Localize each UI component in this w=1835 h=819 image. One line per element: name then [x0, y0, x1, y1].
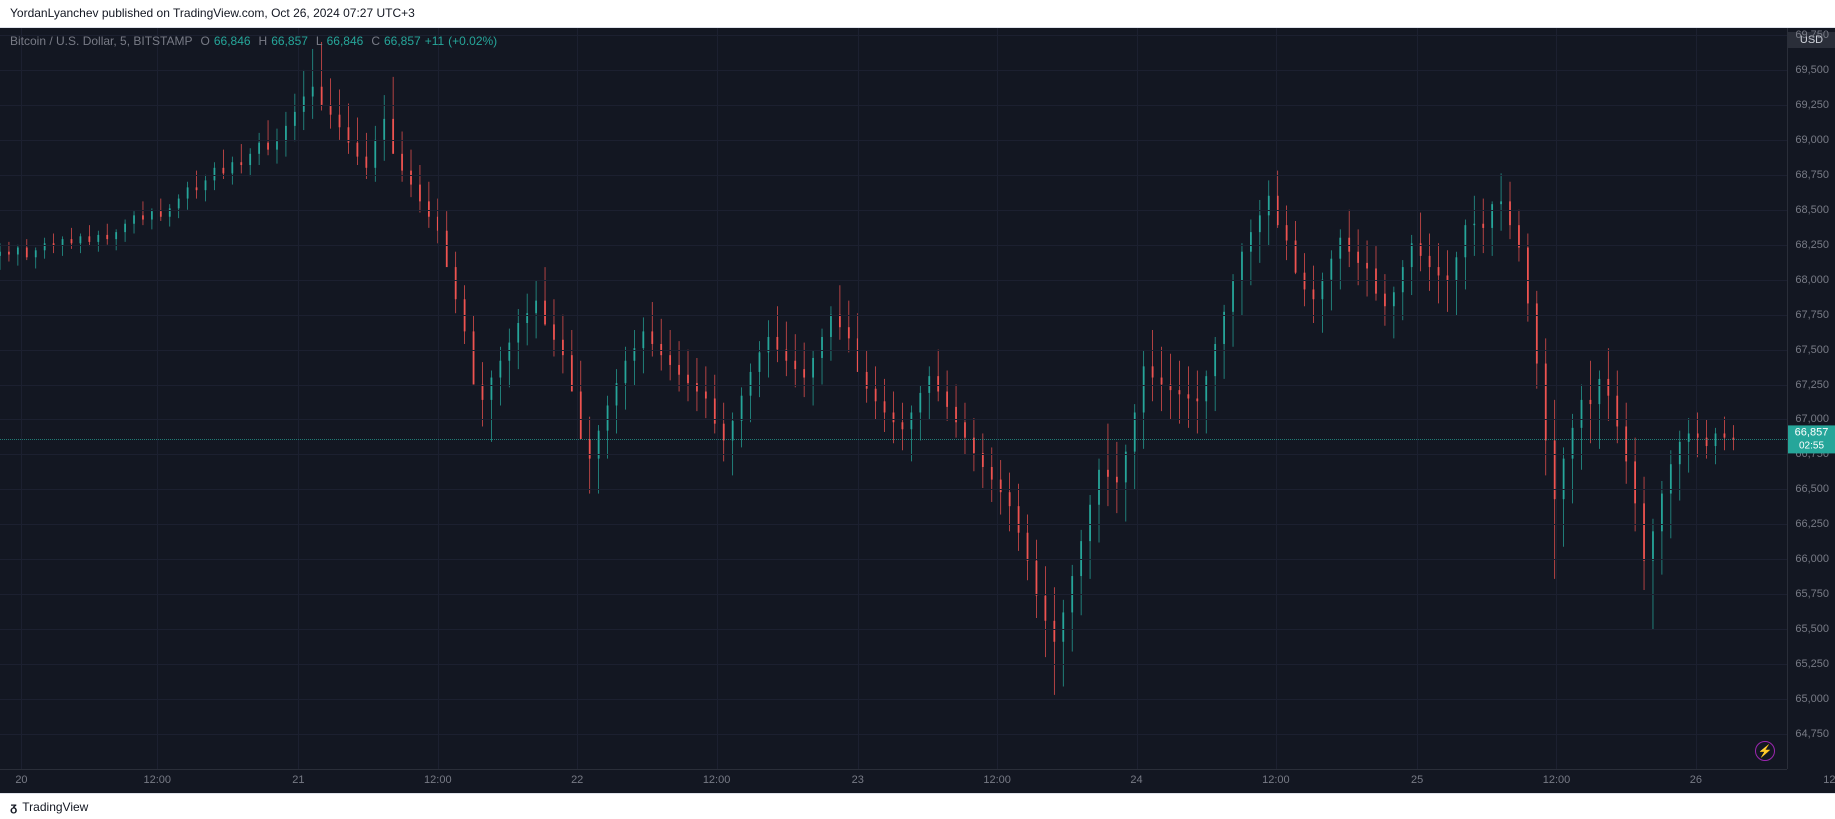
grid-line [577, 28, 578, 769]
time-axis[interactable]: 20 12:00 21 12:00 22 12:00 23 12:00 24 12:00 25 12:… [0, 769, 1787, 793]
x-tick-label: 21 [292, 774, 304, 786]
y-tick-label: 67,000 [1795, 413, 1829, 425]
grid-line [997, 28, 998, 769]
y-tick-label: 64,750 [1795, 728, 1829, 740]
grid-line [0, 664, 1787, 665]
grid-line [0, 734, 1787, 735]
y-tick-label: 65,250 [1795, 658, 1829, 670]
x-tick-label: 24 [1130, 774, 1142, 786]
grid-line [0, 350, 1787, 351]
y-tick-label: 66,000 [1795, 553, 1829, 565]
grid-line [1417, 28, 1418, 769]
y-tick-label: 66,250 [1795, 518, 1829, 530]
last-price-line [0, 439, 1787, 440]
footer: ᵹ TradingView [0, 793, 1835, 819]
grid-line [0, 140, 1787, 141]
grid-line [0, 524, 1787, 525]
publish-info: YordanLyanchev published on TradingView.… [0, 0, 1835, 28]
y-tick-label: 68,000 [1795, 274, 1829, 286]
x-tick-label: 25 [1411, 774, 1423, 786]
ohlc-l-label: L [316, 34, 323, 48]
x-tick-label: 12:00 [983, 774, 1011, 786]
grid-line [0, 105, 1787, 106]
y-tick-label: 67,250 [1795, 379, 1829, 391]
grid-line [0, 419, 1787, 420]
grid-line [0, 315, 1787, 316]
y-tick-label: 68,500 [1795, 204, 1829, 216]
grid-line [438, 28, 439, 769]
grid-line [0, 454, 1787, 455]
y-tick-label: 67,750 [1795, 309, 1829, 321]
x-tick-label: 22 [571, 774, 583, 786]
publish-text: YordanLyanchev published on TradingView.… [10, 6, 415, 20]
last-price-tag: 66,85702:55 [1788, 426, 1835, 453]
y-tick-label: 65,750 [1795, 588, 1829, 600]
grid-line [1696, 28, 1697, 769]
y-tick-label: 68,750 [1795, 169, 1829, 181]
x-tick-label: 23 [852, 774, 864, 786]
x-tick-label: 12:00 [424, 774, 452, 786]
y-tick-label: 69,750 [1795, 29, 1829, 41]
grid-line [0, 594, 1787, 595]
tradingview-logo-icon: ᵹ [10, 800, 16, 814]
ohlc-o: 66,846 [214, 34, 251, 48]
grid-line [717, 28, 718, 769]
x-tick-label: 12:00 [1543, 774, 1571, 786]
price-axis[interactable]: USD 69,75069,50069,25069,00068,75068,500… [1787, 28, 1835, 769]
grid-line [1137, 28, 1138, 769]
y-tick-label: 69,500 [1795, 64, 1829, 76]
grid-line [21, 28, 22, 769]
chart-container: Bitcoin / U.S. Dollar, 5, BITSTAMP O 66,8… [0, 28, 1835, 793]
ohlc-c: 66,857 [384, 34, 421, 48]
x-tick-label: 26 [1690, 774, 1702, 786]
grid-line [0, 489, 1787, 490]
grid-line [0, 210, 1787, 211]
brand-label: TradingView [22, 800, 88, 814]
grid-line [157, 28, 158, 769]
chart-plot[interactable]: ⚡ [0, 28, 1787, 769]
ohlc-o-label: O [201, 34, 210, 48]
grid-line [1556, 28, 1557, 769]
ohlc-h-label: H [259, 34, 268, 48]
grid-line [0, 280, 1787, 281]
x-tick-label: 12:00 [703, 774, 731, 786]
y-tick-label: 65,500 [1795, 623, 1829, 635]
grid-line [0, 245, 1787, 246]
y-tick-label: 66,500 [1795, 483, 1829, 495]
ohlc-l: 66,846 [327, 34, 364, 48]
symbol-name[interactable]: Bitcoin / U.S. Dollar, 5, BITSTAMP [10, 34, 193, 48]
grid-line [0, 699, 1787, 700]
grid-line [858, 28, 859, 769]
ohlc-change: +11 [425, 34, 444, 48]
x-tick-label: 20 [15, 774, 27, 786]
chart-body: ⚡ USD 69,75069,50069,25069,00068,75068,5… [0, 28, 1835, 769]
grid-line [298, 28, 299, 769]
x-tick-label: 12:00 [1262, 774, 1290, 786]
chart-legend: Bitcoin / U.S. Dollar, 5, BITSTAMP O 66,8… [10, 34, 497, 48]
y-tick-label: 68,250 [1795, 239, 1829, 251]
y-tick-label: 69,250 [1795, 99, 1829, 111]
y-tick-label: 69,000 [1795, 134, 1829, 146]
y-tick-label: 67,500 [1795, 344, 1829, 356]
grid-line [0, 559, 1787, 560]
grid-line [0, 385, 1787, 386]
x-tick-label: 12:00 [143, 774, 171, 786]
ohlc-pct: (+0.02%) [448, 34, 497, 48]
grid-line [0, 70, 1787, 71]
ohlc-h: 66,857 [271, 34, 308, 48]
grid-line [0, 629, 1787, 630]
y-tick-label: 65,000 [1795, 693, 1829, 705]
grid-line [0, 175, 1787, 176]
ohlc-c-label: C [371, 34, 380, 48]
x-tick-label: 12:00 [1823, 774, 1835, 786]
snapshot-icon[interactable]: ⚡ [1755, 741, 1775, 761]
grid-line [1276, 28, 1277, 769]
